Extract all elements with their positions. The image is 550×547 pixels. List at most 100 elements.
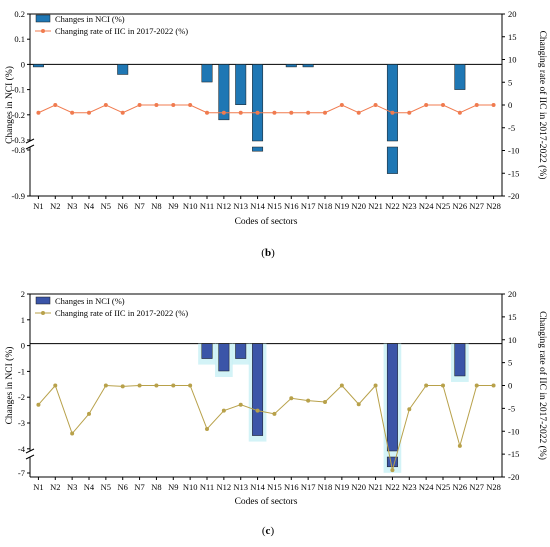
panel-letter: c xyxy=(266,525,271,537)
x-tick-label: N16 xyxy=(284,482,299,492)
x-tick-label: N25 xyxy=(436,482,451,492)
bar-n26 xyxy=(454,343,466,377)
x-tick-label: N28 xyxy=(486,482,501,492)
x-tick-label: N19 xyxy=(335,201,350,211)
iic-point-n6 xyxy=(120,384,125,389)
x-tick-label: N28 xyxy=(486,201,501,211)
x-axis-title: Codes of sectors xyxy=(235,216,298,227)
x-tick-label: N6 xyxy=(118,201,128,211)
iic-point-n1 xyxy=(36,402,41,407)
x-tick-label: N25 xyxy=(436,201,451,211)
y-tick-label: -4 xyxy=(18,444,26,454)
bar-n12 xyxy=(218,64,230,121)
x-tick-label: N7 xyxy=(134,201,144,211)
x-tick-label: N4 xyxy=(84,201,95,211)
x-tick-label: N2 xyxy=(50,201,60,211)
y-tick-label: -7 xyxy=(18,468,25,478)
y-tick-label: -2 xyxy=(18,392,25,402)
bar-n6 xyxy=(117,64,129,75)
x-tick-label: N3 xyxy=(67,201,77,211)
x-tick-label: N16 xyxy=(284,201,299,211)
x-tick-label: N14 xyxy=(250,201,265,211)
x-tick-label: N8 xyxy=(151,482,161,492)
iic-point-n11 xyxy=(205,426,209,431)
iic-point-n3 xyxy=(70,110,75,115)
x-tick-label: N12 xyxy=(217,201,232,211)
x-tick-label: N5 xyxy=(101,482,111,492)
y2-tick-label: 0 xyxy=(508,381,512,391)
iic-point-n22 xyxy=(390,468,395,473)
iic-point-n5 xyxy=(103,383,108,388)
y2-tick-label: -20 xyxy=(508,191,519,201)
y2-tick-label: -5 xyxy=(508,123,515,133)
iic-point-n27 xyxy=(474,103,479,107)
bar-n1 xyxy=(32,64,44,68)
x-axis-title: Codes of sectors xyxy=(235,496,298,507)
x-tick-label: N21 xyxy=(368,201,383,211)
iic-point-n20 xyxy=(356,402,361,407)
legend-label: Changing rate of IIC in 2017-2022 (%) xyxy=(55,308,188,318)
chart-panel-b: 0.2 0.1 0 -0.1 -0.2 -0.3-0.8 -0.9 20 15 10 5 0 -5 -10… xyxy=(4,9,548,259)
x-tick-label: N24 xyxy=(419,201,434,211)
panel-label: (c) xyxy=(262,525,275,537)
iic-point-n12 xyxy=(221,408,226,413)
iic-point-n19 xyxy=(339,383,344,388)
x-tick-label: N5 xyxy=(101,201,111,211)
iic-point-n25 xyxy=(441,103,445,107)
bar-n11 xyxy=(201,64,213,83)
x-tick-label: N3 xyxy=(67,482,77,492)
y-tick-label: 0.1 xyxy=(14,34,25,44)
x-tick-label: N15 xyxy=(267,201,282,211)
y2-tick-label: 5 xyxy=(508,77,512,87)
y2-tick-label: -5 xyxy=(508,403,515,413)
y2-tick-label: 20 xyxy=(508,289,517,299)
bar-n13 xyxy=(235,343,247,359)
y2-tick-label: -15 xyxy=(508,168,519,178)
iic-point-n13 xyxy=(238,110,243,115)
iic-point-n28 xyxy=(491,103,496,107)
iic-point-n12 xyxy=(221,110,226,115)
iic-point-n8 xyxy=(154,383,159,388)
x-tick-label: N27 xyxy=(469,201,484,211)
iic-point-n13 xyxy=(238,402,243,407)
x-tick-label: N9 xyxy=(168,482,178,492)
panel-letter: b xyxy=(265,247,271,259)
axis-break-mark xyxy=(25,138,35,144)
y-tick-label: -0.8 xyxy=(12,145,25,155)
iic-point-n15 xyxy=(272,411,277,416)
bar-n22 xyxy=(386,343,398,452)
y-tick-label: 0 xyxy=(21,341,25,351)
iic-point-n21 xyxy=(373,383,378,388)
y2-tick-label: 10 xyxy=(508,335,517,345)
bar-n13 xyxy=(235,64,247,105)
x-tick-label: N13 xyxy=(233,482,248,492)
iic-point-n17 xyxy=(306,110,311,115)
iic-point-n24 xyxy=(424,103,429,107)
legend-bar-swatch xyxy=(35,14,51,23)
x-tick-label: N8 xyxy=(151,201,161,211)
y2-axis-title: Changing rate of IIC in 2017-2022 (%) xyxy=(537,311,548,460)
iic-point-n4 xyxy=(87,110,91,115)
legend-line-marker xyxy=(41,311,45,315)
x-tick-label: N10 xyxy=(183,201,198,211)
iic-point-n21 xyxy=(373,103,378,107)
bar-n22-lower xyxy=(386,146,398,174)
y-tick-label: -0.9 xyxy=(12,191,25,201)
x-tick-label: N17 xyxy=(301,482,316,492)
legend-bar-swatch xyxy=(35,296,51,305)
y2-tick-label: -10 xyxy=(508,146,519,156)
x-tick-label: N26 xyxy=(453,482,468,492)
iic-line xyxy=(38,384,494,471)
legend-label: Changing rate of IIC in 2017-2022 (%) xyxy=(55,26,188,36)
iic-point-n23 xyxy=(407,407,412,412)
iic-point-n25 xyxy=(441,383,445,388)
x-tick-label: N20 xyxy=(351,201,366,211)
legend: Changes in NCI (%) Changing rate of IIC i… xyxy=(35,296,188,318)
x-tick-label: N1 xyxy=(33,201,43,211)
x-tick-label: N2 xyxy=(50,482,60,492)
iic-point-n15 xyxy=(272,110,277,115)
y2-tick-label: 5 xyxy=(508,358,512,368)
bar-n14 xyxy=(252,64,264,142)
x-tick-label: N20 xyxy=(351,482,366,492)
